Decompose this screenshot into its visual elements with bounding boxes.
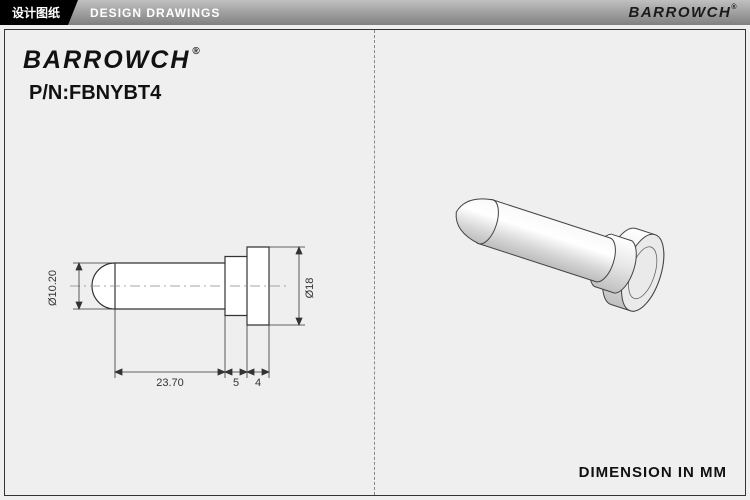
part-number: P/N:FBNYBT4 <box>29 82 161 105</box>
left-panel: BARROWCH® P/N:FBNYBT4 <box>5 30 375 495</box>
dim-flange-diameter: Ø18 <box>304 278 316 299</box>
dim-shaft-length: 23.70 <box>156 377 184 389</box>
header-cn-label: 设计图纸 <box>0 0 78 25</box>
dim-step2-length: 4 <box>255 377 261 389</box>
dim-step1-length: 5 <box>233 377 239 389</box>
header-bar: 设计图纸 DESIGN DRAWINGS BARROWCH® <box>0 0 750 25</box>
orthographic-view: Ø10.20 Ø18 <box>15 190 375 450</box>
isometric-view <box>405 150 735 430</box>
brand-title: BARROWCH® <box>23 46 202 75</box>
drawing-frame: BARROWCH® P/N:FBNYBT4 <box>4 29 746 496</box>
dimension-footer: DIMENSION IN MM <box>579 464 727 481</box>
header-brand: BARROWCH® <box>629 4 739 21</box>
main-area: BARROWCH® P/N:FBNYBT4 <box>0 25 750 500</box>
right-panel: DIMENSION IN MM <box>375 30 745 495</box>
dim-shaft-diameter: Ø10.20 <box>47 270 59 306</box>
header-en-label: DESIGN DRAWINGS <box>90 6 220 20</box>
